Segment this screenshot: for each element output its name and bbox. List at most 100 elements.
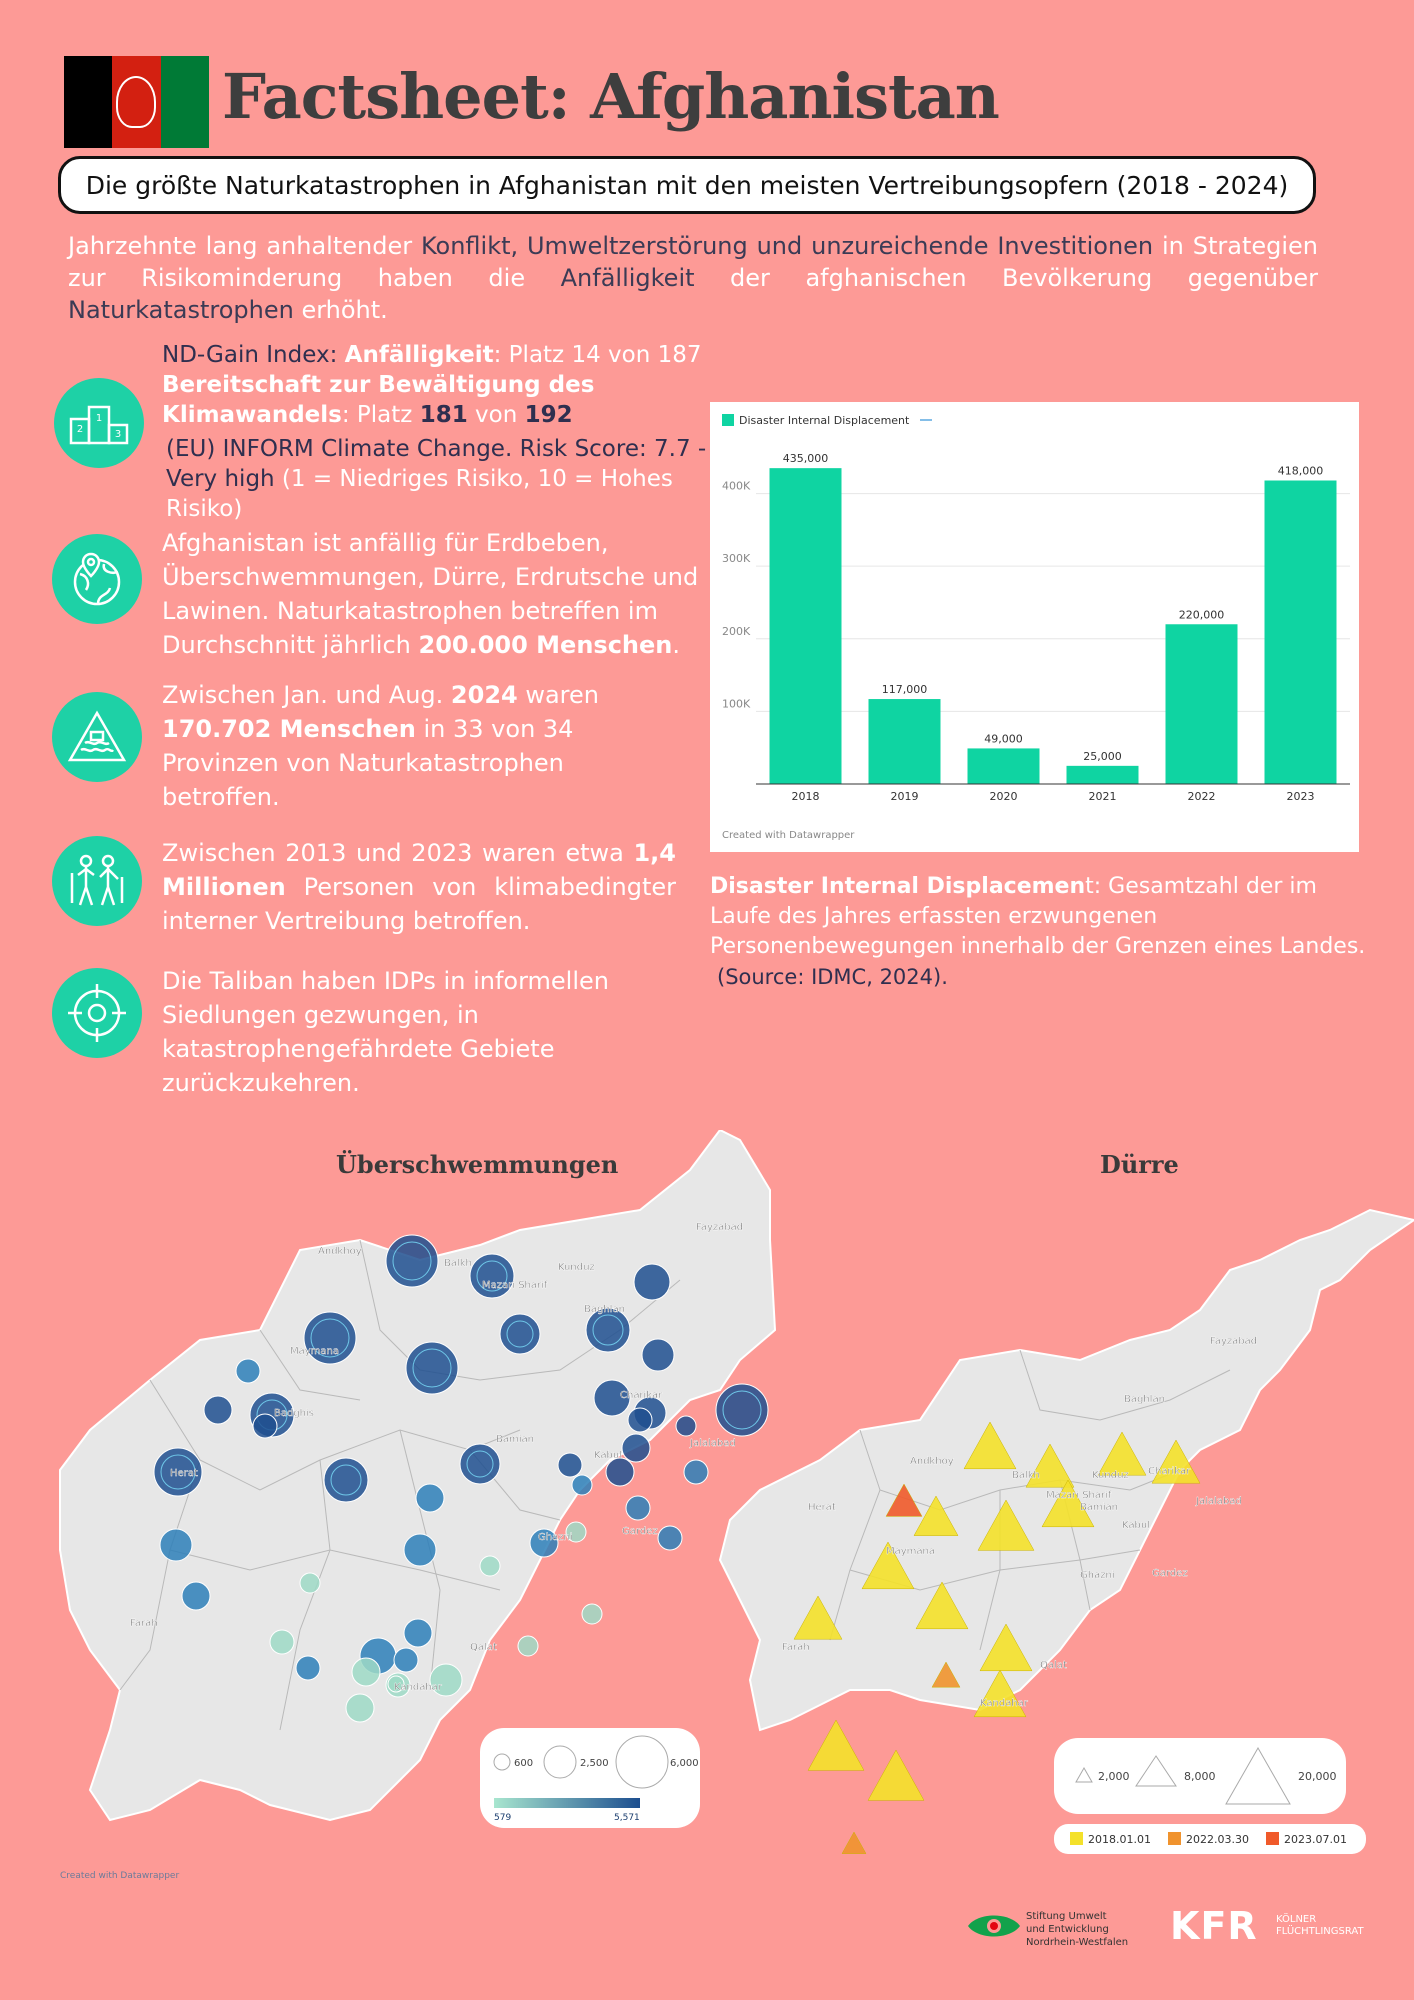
flood-marker-ring — [310, 1318, 350, 1358]
kfr-logo-mark: KFR — [1170, 1904, 1258, 1948]
emblem-icon — [116, 76, 157, 128]
flood-marker — [469, 1253, 515, 1299]
drought-place-label: Gardez — [1152, 1568, 1188, 1579]
drought-marker — [963, 1421, 1017, 1470]
drought-place-label: Jalalabad — [1195, 1496, 1242, 1507]
drought-place-label: Fayzabad — [1210, 1336, 1257, 1347]
legend-tri-large — [1225, 1746, 1291, 1805]
drought-marker — [913, 1495, 959, 1536]
drought-place-label: Bamian — [1080, 1502, 1118, 1513]
subtitle: Die größte Naturkatastrophen in Afghanis… — [85, 170, 1289, 200]
drought-place-label: Charikar — [1148, 1466, 1191, 1477]
drought-place-label: Ghazni — [1080, 1570, 1115, 1581]
target-icon — [52, 968, 142, 1058]
bar-2019 — [868, 699, 941, 784]
bar-2022 — [1165, 624, 1238, 784]
flood-marker — [529, 1528, 559, 1558]
flood-marker — [605, 1457, 635, 1487]
bar-value-label: 117,000 — [882, 683, 928, 696]
flood-marker — [593, 1379, 631, 1417]
drought-marker — [973, 1669, 1027, 1718]
date-swatch-2022 — [1168, 1832, 1181, 1845]
flood-place-label: Mazari Sharif — [482, 1280, 548, 1291]
legend-size-small — [493, 1753, 511, 1771]
fact-2024: Zwischen Jan. und Aug. 2024 waren 170.70… — [162, 681, 599, 811]
flood-marker-ring — [330, 1464, 362, 1496]
date-swatch-2018 — [1070, 1832, 1083, 1845]
flood-color-scale — [494, 1798, 640, 1808]
drought-marker — [977, 1499, 1035, 1551]
map-credit: Created with Datawrapper — [60, 1871, 179, 1881]
flood-marker-ring — [160, 1454, 196, 1490]
flood-marker — [683, 1459, 709, 1485]
flood-marker-ring — [466, 1450, 494, 1478]
intro-paragraph: Jahrzehnte lang anhaltender Konflikt, Um… — [68, 232, 1318, 324]
flood-marker-ring — [722, 1390, 762, 1430]
flood-place-label: Kabul — [594, 1450, 622, 1461]
flood-marker — [203, 1395, 233, 1425]
drought-place-label: Maymana — [886, 1546, 935, 1557]
flood-legend-size-3: 6,000 — [670, 1758, 699, 1769]
drought-legend-date-3: 2023.07.01 — [1284, 1833, 1347, 1846]
legend-size-mid — [543, 1745, 577, 1779]
drought-marker — [885, 1483, 923, 1517]
flood-marker — [571, 1474, 593, 1496]
flood-marker — [403, 1533, 437, 1567]
maps-svg: Andkhoy Balkh Mazari Sharif Kunduz Fayzabad B… — [59, 1130, 1414, 1881]
x-tick-label: 2023 — [1287, 790, 1315, 803]
flood-place-label: Farah — [130, 1618, 158, 1629]
bar-2018 — [769, 468, 842, 784]
flood-marker — [633, 1263, 671, 1301]
bar-value-label: 49,000 — [984, 732, 1023, 745]
flood-place-label: Ghazni — [538, 1532, 573, 1543]
flood-marker-ring — [412, 1348, 452, 1388]
drought-date-legend — [1054, 1824, 1366, 1854]
flood-marker — [323, 1457, 369, 1503]
chart-credit: Created with Datawrapper — [722, 830, 855, 841]
flood-legend — [480, 1728, 700, 1828]
drought-place-label: Herat — [808, 1502, 836, 1513]
flood-marker — [627, 1407, 653, 1433]
flood-place-label: Badghis — [274, 1408, 314, 1419]
legend-size-large — [615, 1735, 669, 1789]
displaced-people-icon — [52, 836, 142, 926]
flood-marker — [625, 1495, 651, 1521]
flood-marker — [675, 1415, 697, 1437]
flood-marker — [621, 1433, 651, 1463]
flood-marker-ring — [506, 1320, 534, 1348]
drought-place-label: Balkh — [1012, 1470, 1040, 1481]
flood-marker — [159, 1528, 193, 1562]
x-tick-label: 2021 — [1089, 790, 1117, 803]
flood-place-label: Baghlan — [584, 1304, 625, 1315]
flood-legend-size-2: 2,500 — [580, 1758, 609, 1769]
drought-place-label: Kabul — [1122, 1520, 1150, 1531]
drought-place-label: Farah — [782, 1642, 810, 1653]
drought-marker — [1097, 1431, 1147, 1476]
drought-map-outline — [718, 1208, 1414, 1732]
svg-text:3: 3 — [115, 429, 121, 440]
drought-place-label: Andkhoy — [910, 1456, 954, 1467]
bar-value-label: 25,000 — [1083, 750, 1122, 763]
flood-place-label: Gardez — [622, 1526, 658, 1537]
displacement-chart: Disaster Internal Displacement 100K 200K 3… — [710, 402, 1359, 852]
flood-marker — [252, 1413, 278, 1439]
flood-marker — [429, 1663, 463, 1697]
flood-marker — [499, 1313, 541, 1355]
kfr-logo-name: KÖLNER FLÜCHTLINGSRAT — [1276, 1914, 1364, 1937]
flood-marker — [303, 1311, 357, 1365]
podium-icon: 1 2 3 — [54, 378, 144, 468]
flood-marker-ring — [476, 1260, 508, 1292]
flood-place-label: Jalalabad — [689, 1438, 736, 1449]
flood-place-label: Maymana — [290, 1346, 339, 1357]
stiftung-logo-text: Stiftung Umwelt und Entwicklung Nordrhei… — [1026, 1911, 1129, 1948]
drought-marker — [915, 1581, 969, 1630]
y-tick-label: 300K — [722, 552, 751, 565]
bar-2020 — [967, 748, 1040, 784]
drought-marker — [931, 1661, 961, 1688]
drought-place-label: Mazari Sharif — [1046, 1490, 1112, 1501]
flood-marker — [641, 1338, 675, 1372]
flood-place-label: Herat — [170, 1468, 198, 1479]
flood-place-label: Kandahar — [394, 1682, 443, 1693]
drought-marker — [793, 1595, 843, 1640]
drought-marker — [1025, 1443, 1075, 1488]
